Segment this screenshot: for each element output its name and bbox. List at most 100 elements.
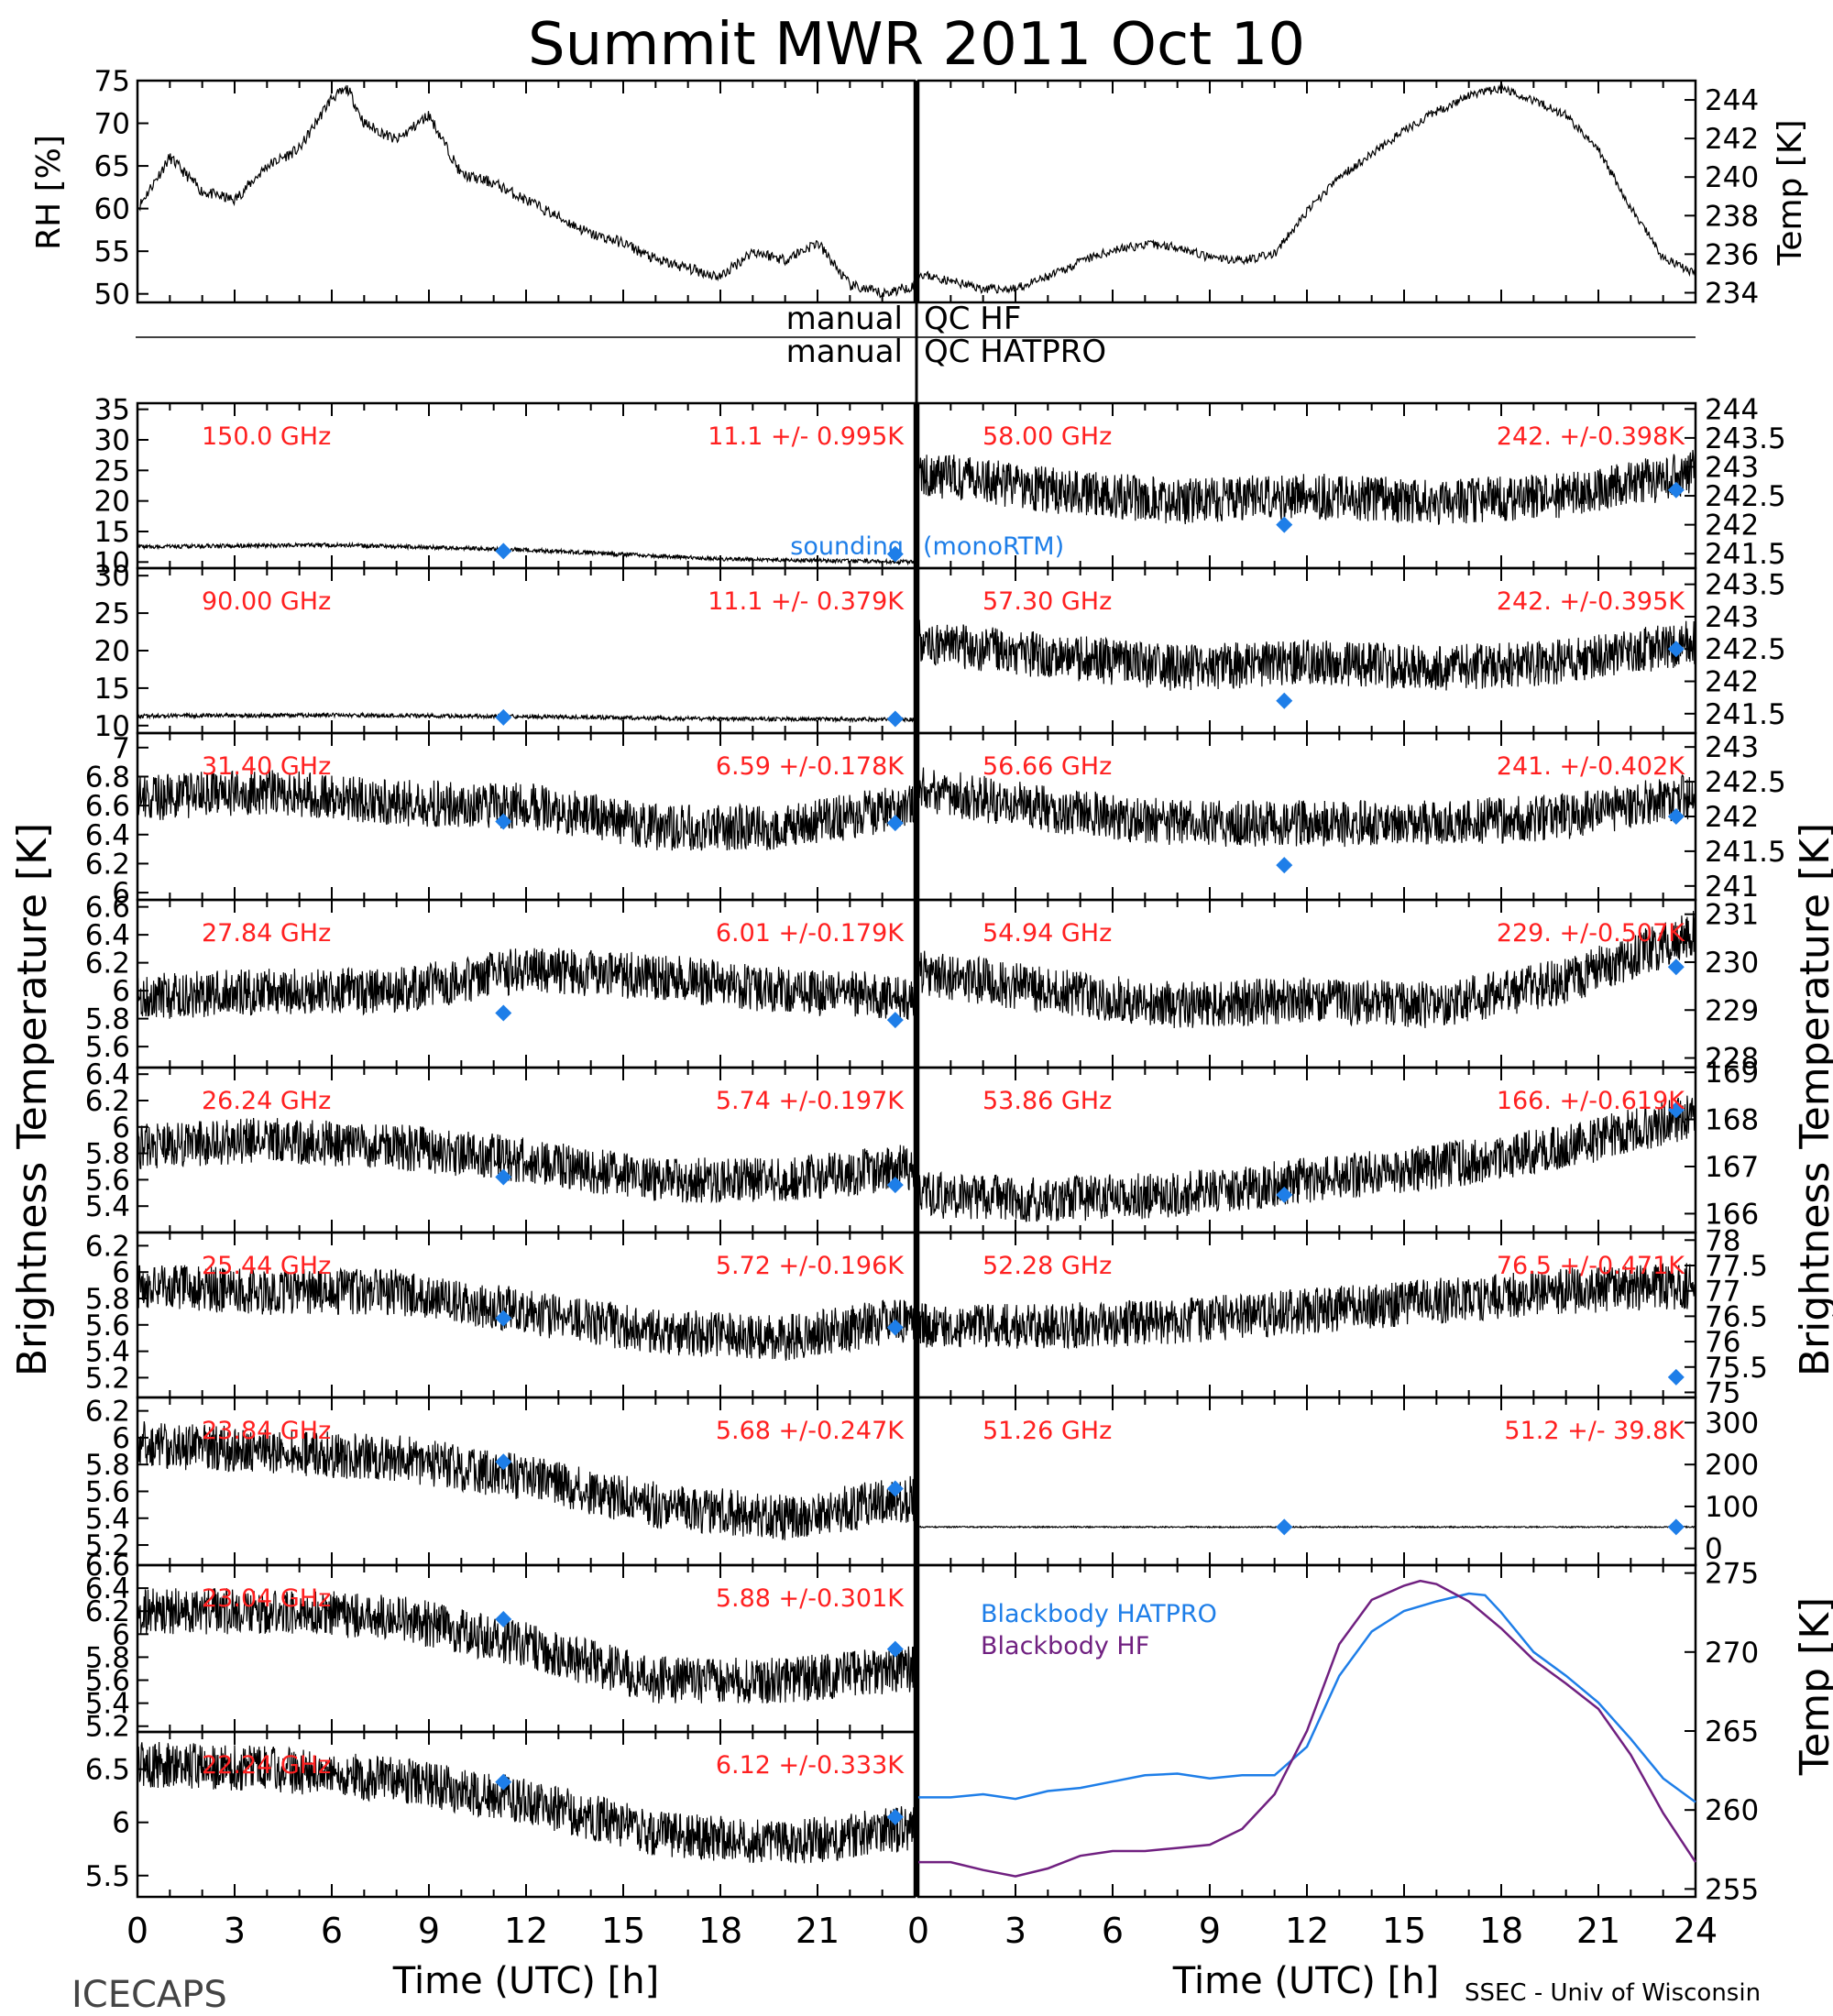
panel-25-44: 5.25.45.65.866.2 25.44 GHz 5.72 +/-0.196K xyxy=(85,1230,916,1399)
y-tick-label: 270 xyxy=(1705,1637,1759,1670)
channel-frequency: 31.40 GHz xyxy=(202,752,331,781)
channel-stat: 229. +/-0.507K xyxy=(1497,919,1685,948)
panel-22-24: 5.5 6 6.5 22.24 GHz 6.12 +/-0.333K xyxy=(85,1730,916,1899)
channel-stat: 6.12 +/-0.333K xyxy=(716,1751,905,1780)
legend-hf: Blackbody HF xyxy=(981,1632,1149,1660)
y-tick-label: 6 xyxy=(112,975,130,1008)
qc-hf-label: QC HF xyxy=(924,301,1021,337)
series-line-hatpro xyxy=(918,1592,1696,1803)
y-tick-label: 166 xyxy=(1705,1198,1759,1231)
y-tick-label: 241 xyxy=(1705,871,1759,904)
panel-53-86: 166 167 168 169 53.86 GHz 166. +/-0.619K xyxy=(916,1057,1759,1234)
sounding-marker xyxy=(886,815,904,832)
panels: 5055606570752342362382402422441015202530… xyxy=(85,65,1786,1906)
y-tick-label: 6.8 xyxy=(85,761,130,794)
panel-23-04: 5.25.45.65.866.26.46.6 23.04 GHz 5.88 +/-0… xyxy=(85,1550,916,1744)
y-tick-label: 5.2 xyxy=(85,1711,130,1744)
y-tick-label: 169 xyxy=(1705,1057,1759,1090)
y-tick-label: 5.6 xyxy=(85,1475,130,1508)
y-tick-label: 242.5 xyxy=(1705,480,1786,513)
channel-stat: 6.01 +/-0.179K xyxy=(716,919,905,948)
y-tick-label: 243.5 xyxy=(1705,569,1786,602)
y-tick-label: 5.5 xyxy=(85,1860,130,1893)
channel-frequency: 150.0 GHz xyxy=(202,422,331,451)
data-trace xyxy=(917,450,1696,526)
sounding-marker xyxy=(1276,1186,1293,1203)
y-tick-label: 5.6 xyxy=(85,1309,130,1342)
sounding-note: (monoRTM) xyxy=(923,532,1064,561)
y-tick-label: 231 xyxy=(1705,899,1759,932)
y-tick-label: 6.4 xyxy=(85,919,130,952)
channel-frequency: 27.84 GHz xyxy=(202,919,331,948)
y-tick-label: 6.2 xyxy=(85,948,130,981)
y-tick-label: 6 xyxy=(112,1256,130,1289)
y-tick-label: 10 xyxy=(94,546,130,579)
data-trace xyxy=(917,1525,1696,1529)
channel-frequency: 57.30 GHz xyxy=(982,587,1112,616)
y-tick-label: 0 xyxy=(1705,1533,1723,1566)
y-tick-label: 35 xyxy=(94,394,130,427)
x-tick-label: 3 xyxy=(224,1911,246,1951)
data-trace xyxy=(137,948,916,1022)
y-tick-label: 6 xyxy=(112,1422,130,1455)
data-trace xyxy=(137,711,916,724)
y-tick-label: 50 xyxy=(94,279,130,312)
y-tick-label: 75 xyxy=(94,65,130,98)
y-tick-label: 5.2 xyxy=(85,1362,130,1395)
channel-stat: 5.88 +/-0.301K xyxy=(716,1584,905,1613)
footer-left: ICECAPS xyxy=(71,1974,227,2016)
sounding-marker xyxy=(495,1004,512,1022)
x-tick-label: 3 xyxy=(1004,1911,1026,1951)
channel-stat: 11.1 +/- 0.379K xyxy=(708,587,905,616)
channel-stat: 5.72 +/-0.196K xyxy=(716,1252,905,1280)
y-tick-label: 167 xyxy=(1705,1151,1759,1184)
channel-stat: 76.5 +/-0.471K xyxy=(1497,1252,1685,1280)
channel-frequency: 26.24 GHz xyxy=(202,1087,331,1115)
data-trace xyxy=(137,1421,916,1540)
y-tick-label: 238 xyxy=(1705,200,1759,233)
qc-band: manual QC HF manual QC HATPRO xyxy=(136,301,1696,370)
panel-27-84: 5.65.866.26.46.6 27.84 GHz 6.01 +/-0.179K xyxy=(85,892,916,1069)
qc-manual-2: manual xyxy=(786,334,903,370)
sounding-marker xyxy=(495,1168,512,1186)
y-tick-label: 20 xyxy=(94,635,130,668)
y-tick-label: 55 xyxy=(94,236,130,268)
y-tick-label: 6 xyxy=(112,1618,130,1651)
y-tick-label: 244 xyxy=(1705,84,1759,117)
y-tick-label: 6.4 xyxy=(85,1058,130,1091)
sounding-marker xyxy=(495,1309,512,1327)
x-tick-label: 15 xyxy=(601,1911,645,1951)
channel-frequency: 23.84 GHz xyxy=(202,1417,331,1445)
x-tick-label: 21 xyxy=(1576,1911,1620,1951)
channel-frequency: 22.24 GHz xyxy=(202,1751,331,1780)
y-tick-label: 6.2 xyxy=(85,1230,130,1263)
sounding-marker xyxy=(1667,641,1685,658)
sounding-marker xyxy=(1276,1518,1293,1536)
x-tick-label: 0 xyxy=(126,1911,148,1951)
data-trace xyxy=(137,1117,916,1204)
qc-manual-1: manual xyxy=(786,301,903,337)
data-trace xyxy=(917,619,1696,691)
y-tick-label: 6.4 xyxy=(85,1572,130,1605)
sounding-marker xyxy=(1667,1518,1685,1536)
y-tick-label: 241.5 xyxy=(1705,538,1786,571)
y-tick-label: 7 xyxy=(112,732,130,765)
temp-top-axis-label: Temp [K] xyxy=(1772,119,1809,266)
data-trace xyxy=(137,1265,916,1361)
y-tick-label: 30 xyxy=(94,560,130,593)
y-tick-label: 5.2 xyxy=(85,1529,130,1562)
rh-axis-label: RH [%] xyxy=(30,135,68,250)
sounding-marker xyxy=(886,545,904,563)
y-tick-label: 6.6 xyxy=(85,1550,130,1583)
y-tick-label: 5.8 xyxy=(85,1138,130,1171)
x-tick-label: 18 xyxy=(698,1911,742,1951)
channel-stat: 5.74 +/-0.197K xyxy=(716,1087,905,1115)
sounding-marker xyxy=(886,1808,904,1825)
y-tick-label: 200 xyxy=(1705,1449,1759,1482)
data-trace xyxy=(917,910,1696,1029)
y-tick-label: 5.4 xyxy=(85,1190,130,1223)
x-tick-label: 6 xyxy=(1102,1911,1124,1951)
y-tick-label: 260 xyxy=(1705,1794,1759,1827)
panel-51-26: 0 100 200 300 51.26 GHz 51.2 +/- 39.8K xyxy=(916,1396,1759,1567)
